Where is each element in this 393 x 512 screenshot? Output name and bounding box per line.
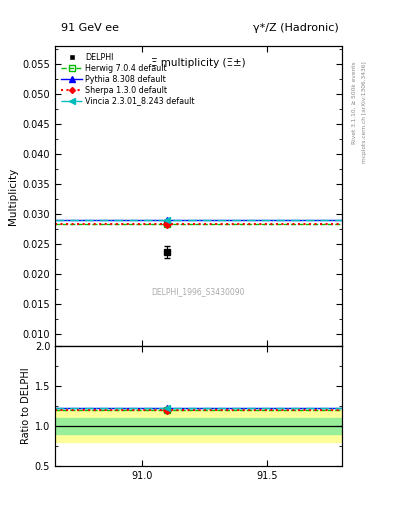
Legend: DELPHI, Herwig 7.0.4 default, Pythia 8.308 default, Sherpa 1.3.0 default, Vincia: DELPHI, Herwig 7.0.4 default, Pythia 8.3… xyxy=(59,50,197,108)
Text: mcplots.cern.ch [arXiv:1306.3436]: mcplots.cern.ch [arXiv:1306.3436] xyxy=(362,61,367,163)
Y-axis label: Ratio to DELPHI: Ratio to DELPHI xyxy=(20,368,31,444)
Text: γ*/Z (Hadronic): γ*/Z (Hadronic) xyxy=(253,23,339,33)
Text: Ξ multiplicity (Ξ±): Ξ multiplicity (Ξ±) xyxy=(151,58,246,68)
Bar xyxy=(55,418,342,434)
Bar xyxy=(55,410,342,442)
Text: 91 GeV ee: 91 GeV ee xyxy=(61,23,119,33)
Y-axis label: Multiplicity: Multiplicity xyxy=(8,167,18,225)
Text: DELPHI_1996_S3430090: DELPHI_1996_S3430090 xyxy=(152,287,245,296)
Text: Rivet 3.1.10, ≥ 500k events: Rivet 3.1.10, ≥ 500k events xyxy=(351,61,356,144)
